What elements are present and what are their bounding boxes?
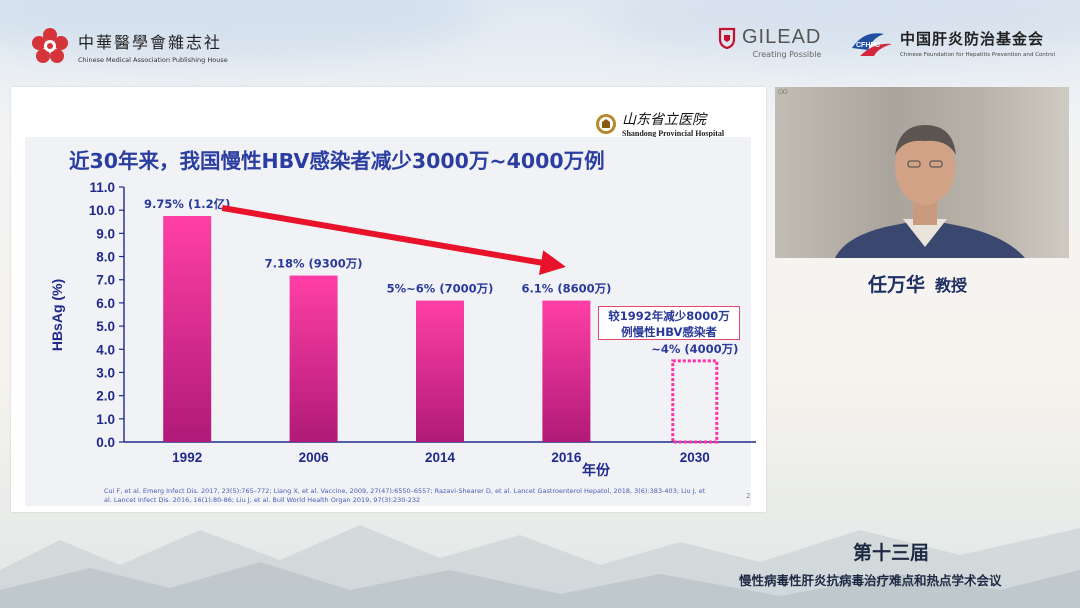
gilead-shield-icon <box>718 27 736 49</box>
x-axis-label: 年份 <box>582 462 611 479</box>
reduction-note-box: 较1992年减少8000万 例慢性HBV感染者 <box>598 306 740 340</box>
camera-label: ▢▢ <box>778 89 788 95</box>
publisher-name-cn: 中華醫學會雜志社 <box>78 32 223 52</box>
speaker-name: 任万华 <box>868 274 926 296</box>
sponsor-name: GILEAD <box>742 26 822 48</box>
speaker-caption: 任万华 教授 <box>868 270 967 297</box>
y-tick-label: 7.0 <box>96 273 115 288</box>
references-text: Cui F, et al. Emerg Infect Dis. 2017, 23… <box>104 487 706 504</box>
y-tick-label: 0.0 <box>96 435 115 450</box>
foundation-name-en: Chinese Foundation for Hepatitis Prevent… <box>900 52 1055 58</box>
publisher-name-en: Chinese Medical Association Publishing H… <box>78 55 228 64</box>
y-tick-label: 11.0 <box>89 180 115 195</box>
x-tick-label-2016: 2016 <box>551 450 582 465</box>
x-tick-label-2006: 2006 <box>299 450 330 465</box>
bar-1992 <box>163 215 212 442</box>
speaker-title: 教授 <box>935 276 968 295</box>
note-line-2: 例慢性HBV感染者 <box>621 325 717 339</box>
x-tick-label-2030: 2030 <box>680 450 710 465</box>
y-tick-label: 2.0 <box>96 389 115 404</box>
data-label-2030: ~4% (4000万) <box>651 342 738 356</box>
slide-page-number: 2 <box>746 492 751 500</box>
conference-edition: 第十三届 <box>853 542 930 564</box>
bar-2016 <box>542 300 591 442</box>
hospital-logo: 山东省立医院 Shandong Provincial Hospital <box>595 109 724 138</box>
gilead-logo: GILEAD Creating Possible <box>718 26 821 59</box>
trend-arrow <box>221 205 566 276</box>
mountain-backdrop <box>0 525 1080 608</box>
x-tick-label-1992: 1992 <box>172 450 202 465</box>
bar-2006 <box>289 275 338 442</box>
y-tick-label: 9.0 <box>96 226 115 241</box>
bar-2014 <box>416 300 464 442</box>
foundation-badge-text: CFHPC <box>856 42 880 49</box>
y-tick-label: 10.0 <box>89 203 115 218</box>
data-label-1992: 9.75% (1.2亿) <box>144 197 230 211</box>
data-label-2006: 7.18% (9300万) <box>265 257 363 271</box>
hbsag-bar-chart: 0.0 1.0 2.0 3.0 4.0 5.0 6.0 7.0 8.0 9.0 10.0 11.0 HB… <box>49 180 756 479</box>
foundation-name-cn: 中国肝炎防治基金会 <box>900 30 1045 48</box>
y-tick-label: 3.0 <box>96 365 115 380</box>
bar-projected-2030 <box>671 359 719 444</box>
flower-emblem-icon <box>32 28 68 63</box>
data-label-2016: 6.1% (8600万) <box>521 282 611 296</box>
conference-name: 慢性病毒性肝炎抗病毒治疗难点和热点学术会议 <box>739 573 1002 588</box>
foundation-logo: CFHPC 中国肝炎防治基金会 Chinese Foundation for H… <box>850 28 1055 58</box>
foundation-emblem-icon: CFHPC <box>852 33 892 56</box>
y-tick-label: 8.0 <box>96 250 115 265</box>
presentation-slide: 山东省立医院 Shandong Provincial Hospital 近30年… <box>11 87 766 512</box>
publisher-logo: 中華醫學會雜志社 Chinese Medical Association Pub… <box>30 26 228 66</box>
y-tick-label: 4.0 <box>96 342 115 357</box>
hospital-name-cn: 山东省立医院 <box>622 112 706 128</box>
hospital-name-en: Shandong Provincial Hospital <box>622 129 725 138</box>
data-label-2014: 5%~6% (7000万) <box>387 282 494 296</box>
speaker-figure <box>835 125 1025 258</box>
slide-title: 近30年来，我国慢性HBV感染者减少3000万~4000万例 <box>69 149 605 173</box>
y-tick-label: 6.0 <box>96 296 115 311</box>
sponsor-tagline: Creating Possible <box>752 50 822 59</box>
hospital-emblem-icon <box>596 113 616 134</box>
speaker-video: ▢▢ <box>775 87 1069 258</box>
x-tick-label-2014: 2014 <box>425 450 456 465</box>
y-tick-label: 1.0 <box>96 412 115 427</box>
y-tick-label: 5.0 <box>96 319 115 334</box>
note-line-1: 较1992年减少8000万 <box>608 309 730 323</box>
y-axis-label: HBsAg (%) <box>49 279 65 351</box>
